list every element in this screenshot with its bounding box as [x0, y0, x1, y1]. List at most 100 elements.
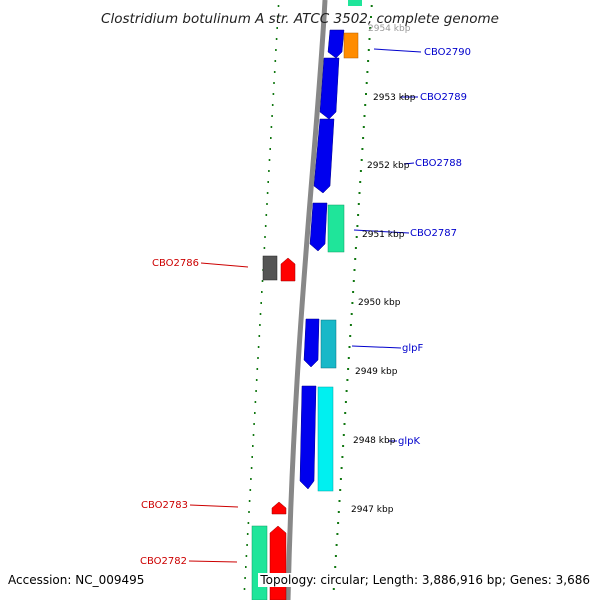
track-dot: [254, 401, 257, 403]
track-dot: [349, 324, 352, 326]
label-leader: [353, 229, 410, 234]
track-dot: [347, 357, 350, 359]
track-dot: [362, 126, 365, 128]
track-dot: [275, 38, 278, 40]
gene-label-cbo2788[interactable]: CBO2788: [415, 158, 462, 169]
track-dot: [339, 489, 342, 491]
label-leader: [351, 345, 402, 349]
track-dot: [338, 500, 341, 502]
gene-label-cbo2790[interactable]: CBO2790: [424, 47, 471, 58]
feature-gray-cbo2786[interactable]: [262, 255, 278, 281]
track-dot: [271, 115, 273, 117]
track-dot: [245, 566, 247, 568]
track-dot: [273, 82, 275, 84]
track-dot: [366, 71, 369, 73]
track-dot: [248, 511, 250, 513]
track-dot: [368, 38, 371, 40]
track-dot: [352, 280, 355, 282]
gene-label-cbo2789[interactable]: CBO2789: [420, 92, 467, 103]
track-dot: [350, 313, 353, 315]
track-dot: [267, 181, 269, 183]
feature-green-cbo2782[interactable]: [251, 525, 268, 600]
cds-cbo2783-arrow[interactable]: [271, 501, 287, 515]
track-dot: [255, 390, 257, 392]
track-dot: [257, 346, 260, 348]
track-dot: [250, 467, 253, 469]
label-leader: [373, 48, 422, 53]
track-dot: [251, 456, 253, 458]
track-dot: [334, 555, 337, 557]
track-dot: [337, 511, 340, 513]
track-dot: [268, 159, 271, 161]
track-dot: [354, 247, 357, 249]
track-dot: [277, 16, 279, 18]
gene-label-cbo2787[interactable]: CBO2787: [410, 228, 457, 239]
track-dot: [342, 445, 345, 447]
cds-cbo2787-arrow[interactable]: [309, 202, 328, 252]
cds-glpk-arrow[interactable]: [299, 385, 317, 490]
track-dot: [245, 555, 248, 557]
track-dot: [260, 302, 262, 304]
track-dot: [346, 379, 349, 381]
map-title: Clostridium botulinum A str. ATCC 3502, …: [101, 11, 499, 27]
track-dot: [253, 423, 255, 425]
label-leader: [189, 504, 239, 508]
track-dot: [257, 357, 259, 359]
track-dot: [263, 247, 266, 249]
track-dot: [342, 434, 345, 436]
ruler-tick-label: 2950 kbp: [358, 298, 401, 308]
gene-label-glpf[interactable]: glpF: [402, 343, 423, 354]
feature-orange-cbo2790[interactable]: [343, 32, 359, 59]
track-dot: [344, 401, 347, 403]
track-dot: [365, 93, 367, 95]
gene-label-cbo2786[interactable]: CBO2786: [152, 258, 199, 269]
track-dot: [334, 566, 337, 568]
ruler-tick-label: 2948 kbp: [353, 436, 396, 446]
ruler-tick-label: 2954 kbp: [368, 24, 411, 34]
track-dot: [370, 5, 373, 7]
gene-label-cbo2782[interactable]: CBO2782: [140, 556, 187, 567]
accession-label: Accession: NC_009495: [8, 573, 145, 587]
track-dot: [341, 456, 344, 458]
track-dot: [356, 225, 359, 227]
track-dot: [261, 280, 264, 282]
gene-label-cbo2783[interactable]: CBO2783: [141, 500, 188, 511]
ruler-tick-label: 2951 kbp: [362, 230, 405, 240]
track-dot: [250, 478, 252, 480]
track-dot: [254, 412, 256, 414]
track-dot: [255, 379, 258, 381]
track-dot: [347, 368, 350, 370]
track-dot: [249, 489, 252, 491]
track-dot: [363, 115, 366, 117]
feature-lightcyan-glpk[interactable]: [317, 386, 334, 492]
track-dot: [246, 544, 248, 546]
track-dot: [348, 346, 351, 348]
track-dot: [332, 588, 335, 590]
track-dot: [266, 192, 269, 194]
cds-cbo2786-arrow[interactable]: [280, 257, 296, 282]
track-dot: [345, 390, 348, 392]
track-dot: [355, 236, 358, 238]
track-dot: [343, 423, 346, 425]
track-dot: [359, 181, 362, 183]
track-dot: [247, 522, 250, 524]
track-dot: [275, 49, 277, 51]
feature-green-top[interactable]: [348, 0, 362, 6]
feature-cyan-glpf[interactable]: [320, 319, 337, 369]
cds-cbo2790-arrow[interactable]: [327, 29, 345, 59]
track-dot: [340, 467, 343, 469]
track-dot: [353, 269, 356, 271]
dotted-track-borders: [243, 5, 373, 590]
gene-label-glpk[interactable]: glpK: [398, 436, 420, 447]
feature-green-cbo2787[interactable]: [327, 204, 345, 253]
cds-cbo2782-arrow[interactable]: [269, 525, 287, 600]
track-dot: [277, 5, 280, 7]
track-dot: [352, 291, 355, 293]
ruler-tick-label: 2947 kbp: [351, 505, 394, 515]
cds-cbo2789-arrow[interactable]: [319, 57, 340, 120]
cds-cbo2788-arrow[interactable]: [313, 118, 335, 194]
track-dot: [258, 335, 261, 337]
track-dot: [273, 71, 276, 73]
cds-glpf-arrow[interactable]: [303, 318, 320, 368]
